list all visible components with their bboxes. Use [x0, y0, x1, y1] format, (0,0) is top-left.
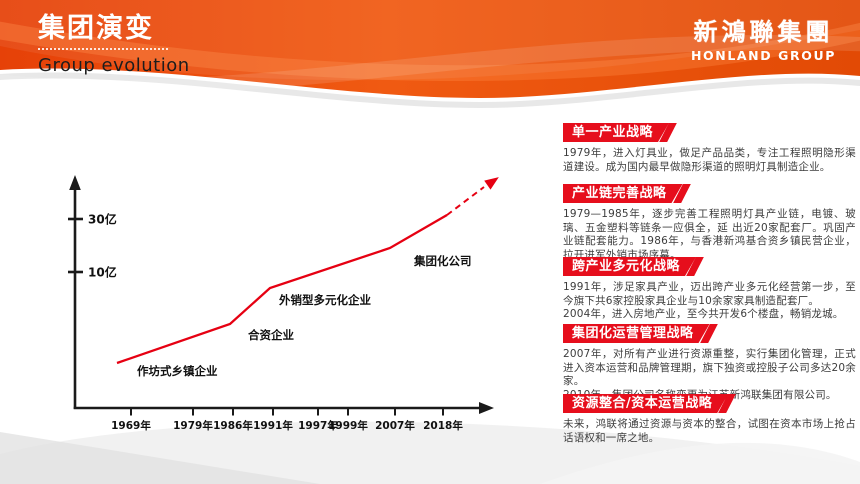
stage-label: 集团化公司 — [413, 254, 472, 268]
trend-arrow-icon — [484, 177, 499, 190]
logo-name-zh: 新鴻聯集團 — [693, 18, 834, 46]
strategy-block-2: 产业链完善战略 1979—1985年，逐步完善工程照明灯具产业链，电镀、玻璃、五… — [563, 182, 856, 262]
logo-name-en: HONLAND GROUP — [690, 48, 836, 63]
stage-label: 外销型多元化企业 — [278, 293, 371, 307]
strategy-paragraph: 1991年，涉足家具产业，迈出跨产业多元化经营第一步，至今旗下共6家控股家具企业… — [563, 281, 856, 307]
strategy-panel: 单一产业战略 1979年，进入灯具业，做足产品品类，专注工程照明隐形渠道建设。成… — [563, 121, 856, 471]
bottom-wave-decoration — [0, 421, 860, 484]
strategy-banner: 单一产业战略 — [563, 123, 677, 142]
y-axis-arrow-icon — [69, 175, 81, 190]
strategy-paragraph: 2007年，对所有产业进行资源重整，实行集团化管理，正式进入资本运营和品牌管理期… — [563, 348, 856, 387]
strategy-banner: 跨产业多元化战略 — [563, 257, 704, 276]
strategy-paragraph: 1979—1985年，逐步完善工程照明灯具产业链，电镀、玻璃、五金塑料等链条一应… — [563, 208, 856, 261]
company-logo: 新鴻聯集團 HONLAND GROUP — [691, 12, 836, 63]
stage-label: 合资企业 — [248, 328, 294, 342]
strategy-description: 1979—1985年，逐步完善工程照明灯具产业链，电镀、玻璃、五金塑料等链条一应… — [563, 208, 856, 262]
page-title: 集团演变 — [38, 13, 154, 44]
strategy-block-4: 集团化运营管理战略 2007年，对所有产业进行资源重整，实行集团化管理，正式进入… — [563, 322, 856, 402]
x-tick-label: 2007年 — [375, 419, 415, 432]
strategy-description: 未来，鸿联将通过资源与资本的整合，试图在资本市场上抢占话语权和一席之地。 — [563, 418, 856, 445]
strategy-banner: 产业链完善战略 — [563, 184, 691, 203]
title-underline — [38, 47, 168, 50]
stage-label: 作坊式乡镇企业 — [137, 364, 218, 378]
page-header: 集团演变 Group evolution — [38, 14, 190, 76]
x-axis-arrow-icon — [479, 402, 494, 414]
strategy-title: 产业链完善战略 — [563, 184, 683, 203]
strategy-description: 1979年，进入灯具业，做足产品品类，专注工程照明隐形渠道建设。成为国内最早做隐… — [563, 147, 856, 174]
strategy-title: 跨产业多元化战略 — [563, 257, 696, 276]
trend-line-projection — [446, 186, 485, 216]
x-tick-label: 1991年 — [253, 419, 293, 432]
header-wave-banner — [0, 0, 860, 108]
page-subtitle: Group evolution — [38, 54, 190, 76]
strategy-title: 集团化运营管理战略 — [563, 324, 710, 343]
x-tick-label: 1999年 — [328, 419, 368, 432]
strategy-paragraph: 未来，鸿联将通过资源与资本的整合，试图在资本市场上抢占话语权和一席之地。 — [563, 418, 856, 444]
strategy-block-3: 跨产业多元化战略 1991年，涉足家具产业，迈出跨产业多元化经营第一步，至今旗下… — [563, 255, 856, 322]
x-tick-label: 1969年 — [111, 419, 151, 432]
x-tick-label: 1986年 — [213, 419, 253, 432]
strategy-banner: 资源整合/资本运营战略 — [563, 394, 737, 413]
strategy-paragraph: 2004年，进入房地产业，至今共开发6个楼盘，畅销龙城。 — [563, 308, 844, 320]
strategy-title: 资源整合/资本运营战略 — [563, 394, 728, 413]
x-tick-label: 1979年 — [173, 419, 213, 432]
x-tick-label: 1997年 — [298, 419, 338, 432]
x-tick-label: 2018年 — [423, 419, 463, 432]
strategy-block-5: 资源整合/资本运营战略 未来，鸿联将通过资源与资本的整合，试图在资本市场上抢占话… — [563, 392, 856, 445]
strategy-title: 单一产业战略 — [563, 123, 669, 142]
strategy-block-1: 单一产业战略 1979年，进入灯具业，做足产品品类，专注工程照明隐形渠道建设。成… — [563, 121, 856, 174]
strategy-banner: 集团化运营管理战略 — [563, 324, 718, 343]
y-tick-label: 10亿 — [88, 265, 117, 280]
strategy-description: 1991年，涉足家具产业，迈出跨产业多元化经营第一步，至今旗下共6家控股家具企业… — [563, 281, 856, 322]
y-tick-label: 30亿 — [88, 212, 117, 227]
strategy-paragraph: 1979年，进入灯具业，做足产品品类，专注工程照明隐形渠道建设。成为国内最早做隐… — [563, 147, 856, 173]
trend-line — [116, 214, 448, 365]
